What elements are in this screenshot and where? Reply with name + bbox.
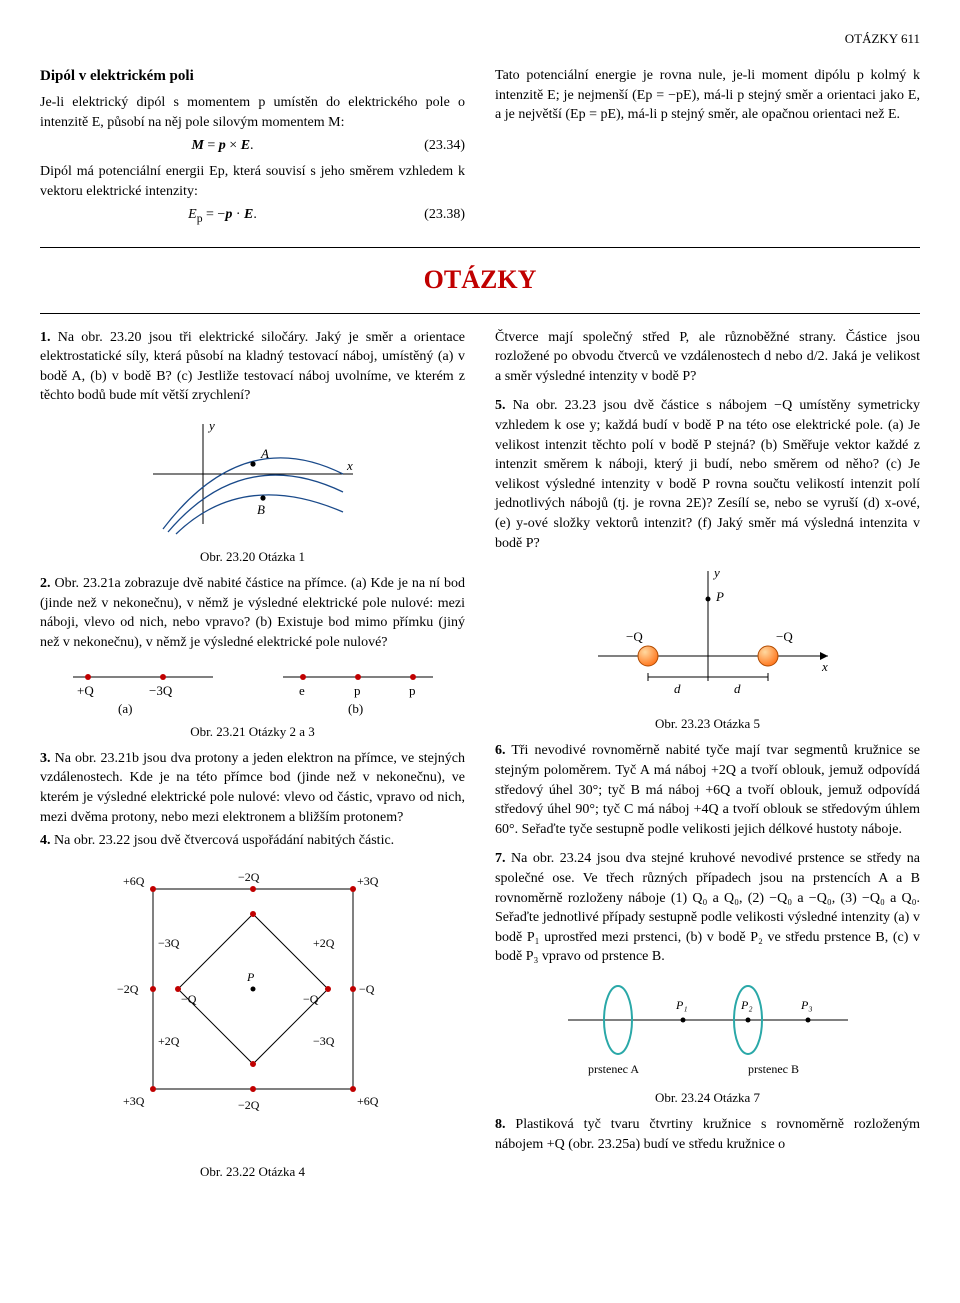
f5-y: y [712,565,720,580]
fig2-m3Q: −3Q [149,683,173,698]
f3-m2r: −3Q [313,1034,335,1048]
eq2-num: (23.38) [405,205,465,227]
q1-label: 1. [40,330,51,345]
eq1-body: M = p × E. [40,136,405,156]
top-right-col: Tato potenciální energie je rovna nule, … [495,66,920,233]
divider-bottom [40,313,920,314]
q7-text: Na obr. 23.24 jsou dva stejné kruhové ne… [495,851,920,964]
top-left-p1: Je-li elektrický dipól s momentem p umís… [40,93,465,132]
q6-label: 6. [495,743,506,758]
fig-23-23: y x P −Q −Q d d Obr. 23.23 Otázka 5 [495,561,920,733]
q5: 5. Na obr. 23.23 jsou dvě částice s nábo… [495,396,920,553]
q4: 4. Na obr. 23.22 jsou dvě čtvercová uspo… [40,831,465,851]
q5-label: 5. [495,398,506,413]
fig2-e: e [299,683,305,698]
divider-top [40,247,920,248]
q4-text: Na obr. 23.22 jsou dvě čtvercová uspořád… [51,833,395,848]
q5-text: Na obr. 23.23 jsou dvě částice s nábojem… [495,398,920,550]
fig1-x: x [346,458,353,473]
q1-text: Na obr. 23.20 jsou tři elektrické siločá… [40,330,465,404]
f3-b2: −2Q [238,1098,260,1112]
eq1-num: (23.34) [405,136,465,156]
running-header: OTÁZKY 611 [40,30,920,48]
f3-t1: +6Q [123,874,145,888]
fig1-y: y [207,418,215,433]
f5-d2: d [734,681,741,696]
q7-label: 7. [495,851,506,866]
fig1-svg: y x A B [143,414,363,544]
q2-label: 2. [40,576,51,591]
f5-d1: d [674,681,681,696]
fig2-p2: p [409,683,416,698]
fig2-plusQ: +Q [77,683,94,698]
f3-b1: +3Q [123,1094,145,1108]
fig5-svg: y x P −Q −Q d d [578,561,838,711]
f7-P1: P₁ [675,998,688,1012]
f5-mQ2: −Q [776,629,793,644]
f3-r3-5: −Q [359,982,375,996]
fig7-caption: Obr. 23.24 Otázka 7 [495,1089,920,1107]
f5-P: P [715,589,724,604]
f3-t3: +3Q [357,874,379,888]
fig1-A: A [260,446,269,461]
q3-text: Na obr. 23.21b jsou dva protony a jeden … [40,751,465,825]
f7-ringB: prstenec B [748,1062,799,1076]
eq2-body: Ep = −p · E. [40,205,405,227]
f3-r3-2: −Q [181,992,197,1006]
fig2-p1: p [354,683,361,698]
f3-r3-4: −Q [303,992,319,1006]
f3-m1l: −3Q [158,936,180,950]
eq-23-34: M = p × E. (23.34) [40,136,465,156]
eq-23-38: Ep = −p · E. (23.38) [40,205,465,227]
otazky-heading: OTÁZKY [40,262,920,298]
q2: 2. Obr. 23.21a zobrazuje dvě nabité část… [40,574,465,652]
fig2-svg: +Q −3Q (a) e p p (b) [63,663,443,719]
q2-text: Obr. 23.21a zobrazuje dvě nabité částice… [40,576,465,650]
f7-P3: P₃ [800,998,813,1012]
fig1-caption: Obr. 23.20 Otázka 1 [40,548,465,566]
fig-23-20: y x A B Obr. 23.20 Otázka 1 [40,414,465,566]
f3-m2l: +2Q [158,1034,180,1048]
f3-r3-1: −2Q [117,982,139,996]
q3-label: 3. [40,751,51,766]
q6: 6. Tři nevodivé rovnoměrně nabité tyče m… [495,741,920,839]
q1: 1. Na obr. 23.20 jsou tři elektrické sil… [40,328,465,406]
fig1-B: B [257,502,265,517]
fig3-caption: Obr. 23.22 Otázka 4 [40,1163,465,1181]
dipole-title: Dipól v elektrickém poli [40,66,465,87]
fig-23-24: P₁ P₂ P₃ prstenec A prstenec B Obr. 23.2… [495,975,920,1107]
fig7-svg: P₁ P₂ P₃ prstenec A prstenec B [548,975,868,1085]
right-intro: Čtverce mají společný střed P, ale různo… [495,328,920,387]
q7: 7. Na obr. 23.24 jsou dva stejné kruhové… [495,849,920,967]
f3-m1r: +2Q [313,936,335,950]
q6-text: Tři nevodivé rovnoměrně nabité tyče mají… [495,743,920,836]
f7-P2: P₂ [740,998,753,1012]
right-col: Čtverce mají společný střed P, ale různo… [495,328,920,1189]
f5-x: x [821,659,828,674]
f3-b3: +6Q [357,1094,379,1108]
fig3-svg: +6Q −2Q +3Q −3Q +2Q −2Q −Q P −Q −Q +2Q −… [103,859,403,1159]
fig2-a: (a) [118,701,132,716]
left-col: 1. Na obr. 23.20 jsou tři elektrické sil… [40,328,465,1189]
top-right-p1: Tato potenciální energie je rovna nule, … [495,66,920,125]
fig-23-21: +Q −3Q (a) e p p (b) Obr. 23.21 Otázky 2… [40,663,465,741]
top-box: Dipól v elektrickém poli Je-li elektrick… [40,66,920,233]
fig5-caption: Obr. 23.23 Otázka 5 [495,715,920,733]
q4-label: 4. [40,833,51,848]
top-left-p2: Dipól má potenciální energii Ep, která s… [40,162,465,201]
q8-text: Plastiková tyč tvaru čtvrtiny kružnice s… [495,1117,920,1152]
q8: 8. Plastiková tyč tvaru čtvrtiny kružnic… [495,1115,920,1154]
f7-ringA: prstenec A [588,1062,639,1076]
fig-23-22: +6Q −2Q +3Q −3Q +2Q −2Q −Q P −Q −Q +2Q −… [40,859,465,1181]
main-content: 1. Na obr. 23.20 jsou tři elektrické sil… [40,328,920,1189]
q3: 3. Na obr. 23.21b jsou dva protony a jed… [40,749,465,827]
q8-label: 8. [495,1117,506,1132]
f5-mQ1: −Q [626,629,643,644]
top-left-col: Dipól v elektrickém poli Je-li elektrick… [40,66,465,233]
fig2-caption: Obr. 23.21 Otázky 2 a 3 [40,723,465,741]
f3-r3-3: P [246,970,255,984]
fig2-b: (b) [348,701,363,716]
f3-t2: −2Q [238,870,260,884]
